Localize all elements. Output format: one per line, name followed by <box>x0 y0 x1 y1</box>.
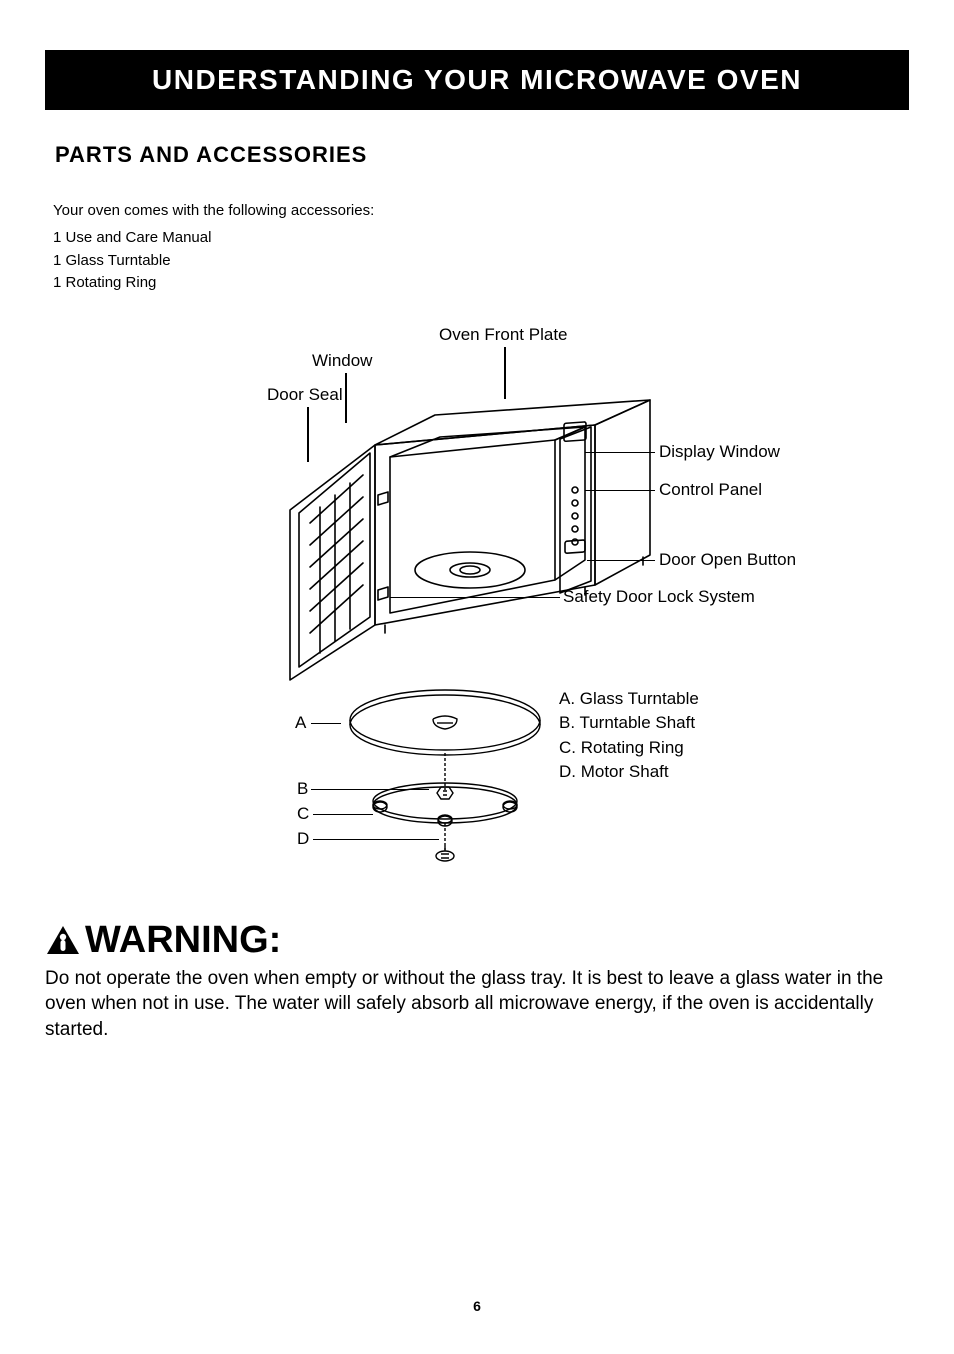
warning-heading: WARNING: <box>45 919 909 962</box>
turntable-diagram <box>325 675 555 875</box>
page-number: 6 <box>0 1298 954 1314</box>
list-item: D. Motor Shaft <box>559 760 699 785</box>
intro-text: Your oven comes with the following acces… <box>53 200 909 221</box>
microwave-diagram <box>255 395 675 685</box>
list-item: A. Glass Turntable <box>559 687 699 712</box>
label-control-panel: Control Panel <box>659 480 762 500</box>
label-window: Window <box>312 351 372 371</box>
label-display-window: Display Window <box>659 442 780 462</box>
diagram-area: Oven Front Plate Window Door Seal <box>45 325 905 905</box>
legend-list: A. Glass Turntable B. Turntable Shaft C.… <box>559 687 699 786</box>
label-safety-door-lock: Safety Door Lock System <box>563 587 755 607</box>
accessory-list: 1 Use and Care Manual 1 Glass Turntable … <box>53 227 909 295</box>
list-item: B. Turntable Shaft <box>559 711 699 736</box>
warning-icon <box>45 924 81 956</box>
warning-body: Do not operate the oven when empty or wi… <box>45 966 909 1043</box>
letter-c: C <box>297 804 309 824</box>
section-heading: PARTS AND ACCESSORIES <box>55 142 909 168</box>
warning-heading-text: WARNING: <box>85 919 281 962</box>
title-text: UNDERSTANDING YOUR MICROWAVE OVEN <box>152 64 802 95</box>
list-item: C. Rotating Ring <box>559 736 699 761</box>
letter-a: A <box>295 713 306 733</box>
list-item: 1 Rotating Ring <box>53 272 909 295</box>
label-door-open-button: Door Open Button <box>659 550 796 570</box>
letter-b: B <box>297 779 308 799</box>
label-oven-front-plate: Oven Front Plate <box>439 325 568 345</box>
list-item: 1 Glass Turntable <box>53 250 909 273</box>
letter-d: D <box>297 829 309 849</box>
list-item: 1 Use and Care Manual <box>53 227 909 250</box>
title-banner: UNDERSTANDING YOUR MICROWAVE OVEN <box>45 50 909 110</box>
